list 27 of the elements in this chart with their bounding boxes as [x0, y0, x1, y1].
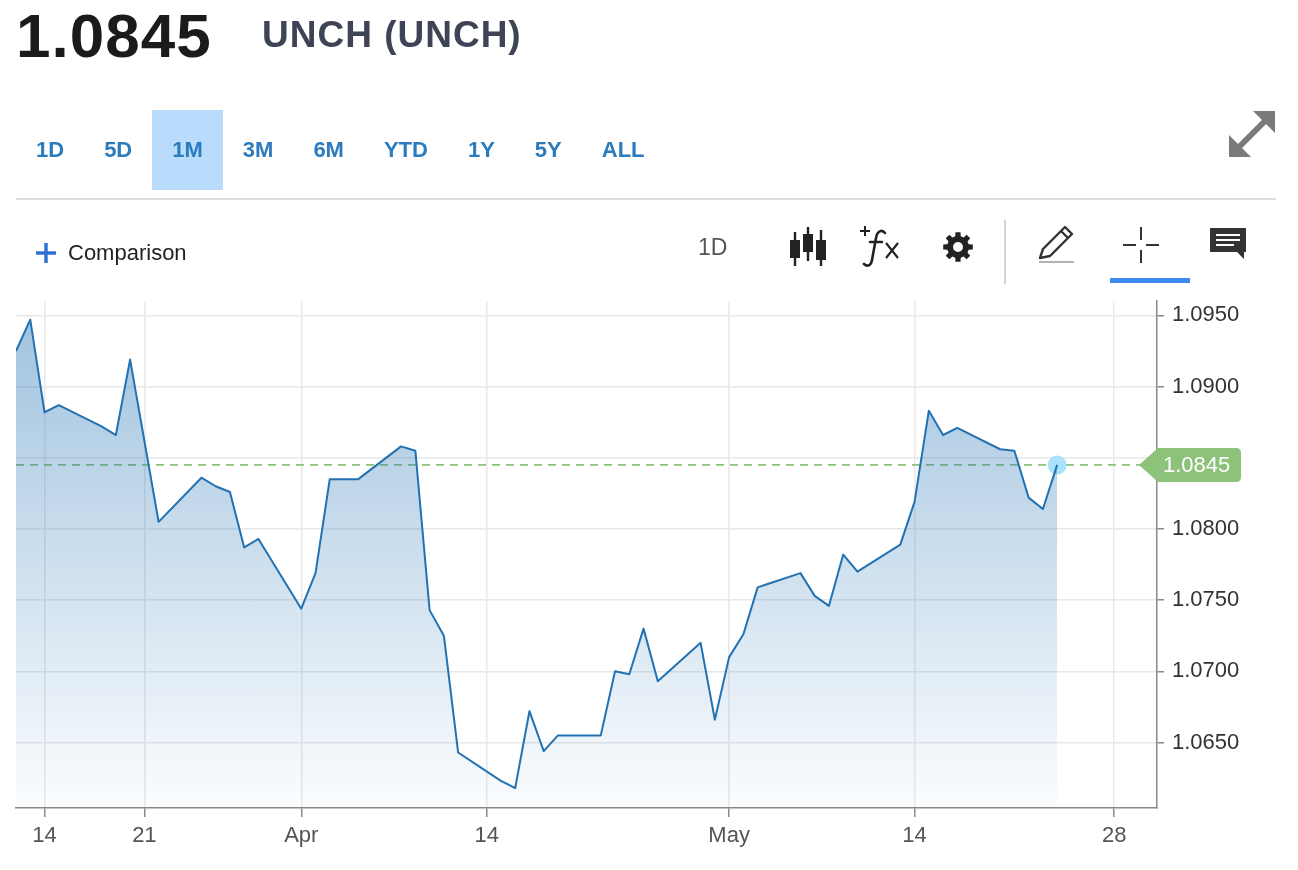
text: 1M — [172, 137, 203, 163]
chart-subtitle: UNCH (UNCH) — [262, 13, 522, 57]
y-tick-label: 1.0900 — [1172, 372, 1240, 398]
text: 5Y — [534, 137, 562, 163]
y-tick-label: 1.0750 — [1172, 586, 1240, 612]
text: 5D — [104, 137, 133, 163]
x-tick-label: May — [708, 822, 750, 848]
text: Comparison — [68, 239, 187, 267]
x-tick-label: 14 — [902, 822, 927, 848]
y-tick-label: 1.0700 — [1172, 657, 1240, 683]
y-tick-label: 1.0800 — [1172, 515, 1240, 541]
text: 1Y — [467, 137, 495, 163]
x-tick-label: 28 — [1101, 822, 1127, 848]
x-tick-label: 14 — [32, 822, 57, 848]
text: YTD — [383, 137, 428, 163]
text: 3M — [242, 137, 274, 163]
y-tick-label: 1.0650 — [1172, 728, 1240, 754]
text: 1D — [698, 233, 728, 261]
x-tick-label: 21 — [132, 822, 157, 848]
x-tick-label: 14 — [474, 822, 499, 848]
chart-title: 1.0845 — [16, 0, 212, 72]
text: 1D — [36, 137, 65, 163]
ref-line-label: 1.0845 — [1163, 451, 1231, 477]
text: 6M — [313, 137, 344, 163]
y-tick-label: 1.0950 — [1172, 301, 1240, 327]
text: ALL — [601, 137, 645, 163]
x-tick-label: Apr — [284, 822, 319, 848]
